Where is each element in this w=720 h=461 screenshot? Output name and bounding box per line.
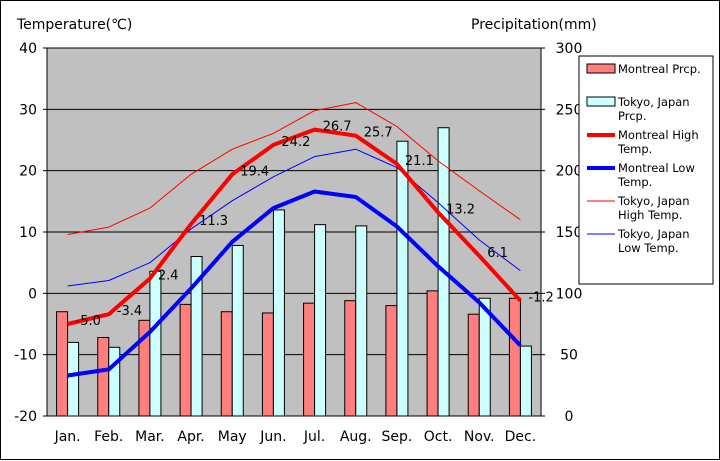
- x-tick-label: Mar.: [135, 429, 165, 445]
- x-tick-label: Oct.: [424, 429, 453, 445]
- data-labels: -5.0 -3.4 2.4 11.3 19.4 24.2 26.7 25.7 21.1 13.2 6…: [76, 120, 554, 329]
- right-tick-label: 250: [556, 102, 583, 118]
- gridlines: [47, 108, 541, 356]
- x-tick-label: Dec.: [505, 429, 537, 445]
- x-tick-label: Sep.: [381, 429, 412, 445]
- x-tick-label: Jun.: [259, 429, 286, 445]
- right-axis-title: Precipitation(mm): [471, 17, 597, 33]
- data-label: 19.4: [240, 164, 269, 179]
- left-tick-label: 0: [28, 286, 37, 302]
- legend-label: Tokyo, Japan Prcp.: [617, 95, 690, 123]
- legend-label: Tokyo, Japan High Temp.: [617, 194, 690, 222]
- right-tick-label: 100: [556, 286, 583, 302]
- data-label: 11.3: [199, 214, 228, 229]
- bar-tokyo-prcp: [519, 345, 532, 417]
- x-tick-label: Nov.: [464, 429, 495, 445]
- legend-label: Montreal High Temp.: [617, 128, 699, 156]
- bar-tokyo-prcp: [355, 225, 368, 417]
- bar-tokyo-prcp: [108, 346, 121, 417]
- data-label: 25.7: [364, 126, 393, 141]
- bar-montreal-prcp: [56, 311, 69, 417]
- bar-tokyo-prcp: [190, 256, 203, 417]
- bar-montreal-prcp: [220, 311, 233, 417]
- bar-montreal-prcp: [385, 305, 398, 417]
- data-label: 6.1: [487, 246, 508, 261]
- bar-montreal-prcp: [426, 290, 439, 417]
- data-label: -5.0: [76, 314, 101, 329]
- bar-montreal-prcp: [261, 312, 274, 417]
- data-label: 2.4: [158, 269, 179, 284]
- bar-montreal-prcp: [97, 336, 110, 417]
- right-tick-label: 200: [556, 164, 583, 180]
- legend-swatch: [586, 63, 616, 74]
- bar-tokyo-prcp: [231, 244, 244, 417]
- right-tick-label: 50: [560, 348, 578, 364]
- x-tick-label: Jul.: [303, 429, 325, 445]
- line-montreal-low-temp-: [67, 189, 522, 378]
- bar-tokyo-prcp: [149, 270, 162, 417]
- legend: Montreal Prcp. Tokyo, Japan Prcp. Montreal …: [578, 55, 714, 285]
- right-tick-label: 300: [556, 41, 583, 57]
- left-tick-label: 20: [19, 164, 37, 180]
- data-label: 21.1: [405, 154, 434, 169]
- bar-montreal-prcp: [508, 297, 521, 417]
- bar-montreal-prcp: [303, 302, 316, 417]
- x-tick-label: May: [218, 429, 247, 445]
- bar-tokyo-prcp: [478, 297, 491, 417]
- legend-label: Tokyo, Japan Low Temp.: [617, 227, 690, 255]
- line-tokyo-japan-low-temp-: [67, 148, 521, 287]
- x-tick-label: Aug.: [340, 429, 372, 445]
- bar-tokyo-prcp: [272, 209, 285, 417]
- bar-montreal-prcp: [179, 303, 192, 417]
- left-tick-label: -10: [14, 348, 37, 364]
- left-tick-label: 10: [19, 225, 37, 241]
- bar-montreal-prcp: [344, 300, 357, 417]
- legend-label: Montreal Prcp.: [618, 62, 701, 76]
- data-label: 26.7: [323, 120, 352, 135]
- x-tick-label: Jan.: [54, 429, 81, 445]
- legend-label: Montreal Low Temp.: [617, 161, 695, 189]
- line-tokyo-japan-high-temp-: [67, 102, 521, 235]
- line-series: [67, 102, 522, 378]
- x-tick-label: Feb.: [94, 429, 123, 445]
- left-tick-label: 30: [19, 102, 37, 118]
- data-label: -1.2: [528, 291, 553, 306]
- bar-tokyo-prcp: [396, 140, 409, 417]
- data-label: 13.2: [446, 202, 475, 217]
- right-tick-label: 150: [556, 225, 583, 241]
- line-montreal-high-temp-: [67, 127, 522, 326]
- data-label: 24.2: [281, 135, 310, 150]
- left-tick-label: -20: [14, 409, 37, 425]
- legend-swatch: [586, 96, 616, 107]
- data-label: -3.4: [117, 304, 142, 319]
- left-tick-label: 40: [19, 41, 37, 57]
- bar-montreal-prcp: [467, 313, 480, 417]
- right-tick-label: 0: [565, 409, 574, 425]
- bar-tokyo-prcp: [67, 341, 80, 417]
- bar-tokyo-prcp: [314, 224, 327, 417]
- x-tick-label: Apr.: [177, 429, 204, 445]
- left-axis-title: Temperature(℃): [16, 17, 132, 33]
